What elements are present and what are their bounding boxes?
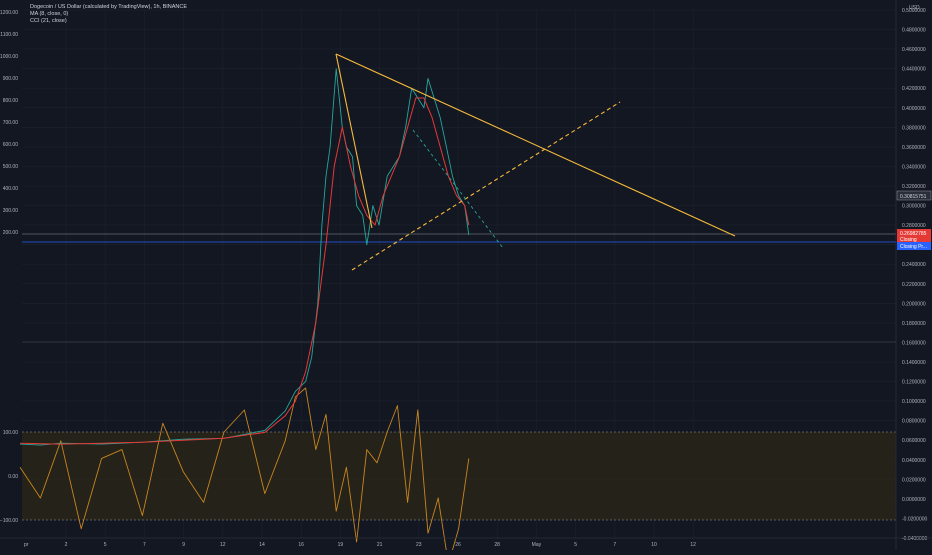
current-price-tag[interactable] bbox=[897, 229, 931, 242]
trendline-left bbox=[335, 53, 373, 229]
bottom-axis-tick: 2 bbox=[65, 542, 68, 548]
bottom-axis-tick: 19 bbox=[338, 542, 344, 548]
ma-price-tag-text: 0.30815751 bbox=[900, 194, 927, 200]
right-axis-tick: 0.4200000 bbox=[902, 86, 926, 92]
right-axis-tick: 0.4400000 bbox=[902, 67, 926, 73]
right-axis-tick: 0.3000000 bbox=[902, 204, 926, 210]
chart-legend: Dogecoin / US Dollar (calculated by Trad… bbox=[30, 4, 187, 25]
right-axis-tick: 0.2400000 bbox=[902, 262, 926, 268]
right-axis-tick: 0.1200000 bbox=[902, 380, 926, 386]
cci-band bbox=[22, 432, 896, 520]
left-axis-tick: 1000.00 bbox=[0, 54, 18, 60]
bottom-axis-tick: 10 bbox=[651, 542, 657, 548]
left-axis-tick: 500.00 bbox=[3, 164, 19, 170]
legend-cci: CCI (21, close) bbox=[30, 18, 67, 24]
right-axis-tick: 0.2000000 bbox=[902, 301, 926, 307]
right-axis-tick: 0.4000000 bbox=[902, 106, 926, 112]
right-axis-tick: 0.2800000 bbox=[902, 223, 926, 229]
left-axis-tick: 900.00 bbox=[3, 76, 19, 82]
cci-series-line bbox=[19, 387, 470, 555]
current-price-tag-text: 0.26982785 bbox=[900, 231, 927, 237]
bottom-axis-marker: pr bbox=[24, 542, 29, 548]
legend-title: Dogecoin / US Dollar (calculated by Trad… bbox=[30, 4, 188, 10]
teal-dashed-projection bbox=[412, 129, 504, 249]
right-axis-tick: 0.0200000 bbox=[902, 477, 926, 483]
bottom-axis-tick: 26 bbox=[455, 542, 461, 548]
left-axis-tick: 200.00 bbox=[3, 230, 19, 236]
bottom-axis-tick: 12 bbox=[220, 542, 226, 548]
right-axis-tick: 0.3400000 bbox=[902, 164, 926, 170]
right-axis-tick: 0.1400000 bbox=[902, 360, 926, 366]
blue-level-tag bbox=[897, 242, 931, 250]
right-axis-unit: USD bbox=[909, 5, 920, 11]
right-axis-tick: 0.1000000 bbox=[902, 399, 926, 405]
left-axis-tick: 300.00 bbox=[3, 208, 19, 214]
right-axis-tick: 0.3600000 bbox=[902, 145, 926, 151]
right-axis-tick: 0.4800000 bbox=[902, 28, 926, 34]
right-axis-tick: 0.0000000 bbox=[902, 497, 926, 503]
trendline-support-dashed bbox=[351, 101, 621, 271]
bottom-axis-tick: 5 bbox=[104, 542, 107, 548]
right-axis-tick: 0.3800000 bbox=[902, 125, 926, 131]
legend-ma: MA (8, close, 0) bbox=[30, 11, 69, 17]
right-axis-tick: 0.1800000 bbox=[902, 321, 926, 327]
bottom-axis-tick: 28 bbox=[494, 542, 500, 548]
bottom-axis-tick: 5 bbox=[574, 542, 577, 548]
bottom-axis-tick: 23 bbox=[416, 542, 422, 548]
left-axis-tick: 1100.00 bbox=[0, 32, 18, 38]
left-axis-tick: −100.00 bbox=[0, 518, 18, 524]
right-axis-tick: 0.3200000 bbox=[902, 184, 926, 190]
ma-series-line bbox=[19, 97, 470, 445]
price-series-line bbox=[19, 68, 470, 446]
bottom-axis-tick: 7 bbox=[143, 542, 146, 548]
right-axis-tick: 0.2200000 bbox=[902, 282, 926, 288]
right-axis-tick: 0.5000000 bbox=[902, 8, 926, 14]
current-price-tag-sub: Closing bbox=[900, 237, 917, 243]
left-axis-tick: 1200.00 bbox=[0, 10, 18, 16]
blue-level-tag-text: Closing Pr... bbox=[900, 244, 927, 250]
right-axis-panel bbox=[896, 0, 932, 550]
bottom-axis-tick: 7 bbox=[613, 542, 616, 548]
bottom-axis-tick: 16 bbox=[298, 542, 304, 548]
bottom-axis-tick: 21 bbox=[377, 542, 383, 548]
right-axis-tick: 0.0400000 bbox=[902, 458, 926, 464]
right-axis-tick: 0.0600000 bbox=[902, 438, 926, 444]
right-axis-tick: 0.0800000 bbox=[902, 419, 926, 425]
left-axis-tick: 100.00 bbox=[3, 430, 19, 436]
bottom-axis-tick: 9 bbox=[182, 542, 185, 548]
right-axis-tick: 0.1600000 bbox=[902, 340, 926, 346]
bottom-axis-tick: 12 bbox=[690, 542, 696, 548]
right-axis-tick: -0.0400000 bbox=[902, 536, 928, 542]
trendline-upper bbox=[335, 53, 736, 237]
right-axis-tick: -0.0200000 bbox=[902, 516, 928, 522]
right-axis-tick: 0.4600000 bbox=[902, 47, 926, 53]
left-axis-tick: 0.00 bbox=[8, 474, 18, 480]
ma-price-tag bbox=[896, 190, 932, 201]
left-axis-tick: 800.00 bbox=[3, 98, 19, 104]
bottom-axis-tick: 14 bbox=[259, 542, 265, 548]
left-axis-tick: 700.00 bbox=[3, 120, 19, 126]
bottom-axis-tick: May bbox=[532, 542, 542, 548]
left-axis-tick: 400.00 bbox=[3, 186, 19, 192]
left-axis-tick: 600.00 bbox=[3, 142, 19, 148]
